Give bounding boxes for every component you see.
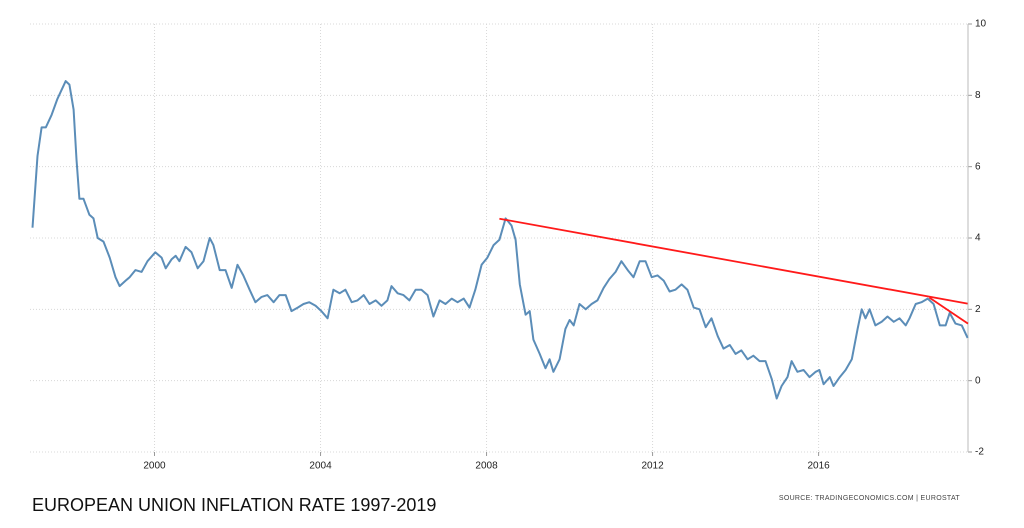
x-tick-label: 2008 [475,461,498,472]
y-tick-label: 4 [975,233,981,244]
line-series [31,80,969,400]
y-tick-label: 6 [975,161,981,172]
line-series [499,217,968,305]
y-tick-label: -2 [975,447,984,458]
source-note: SOURCE: TRADINGECONOMICS.COM | EUROSTAT [779,495,961,502]
x-tick-label: 2004 [309,461,332,472]
line-series [928,296,969,325]
y-tick-label: 8 [975,90,981,101]
chart-title: EUROPEAN UNION INFLATION RATE 1997-2019 [32,495,436,515]
x-tick-label: 2000 [143,461,166,472]
x-tick-label: 2016 [807,461,830,472]
y-tick-label: 2 [975,304,981,315]
x-tick-label: 2012 [641,461,664,472]
y-tick-label: 10 [975,19,987,30]
y-tick-label: 0 [975,375,981,386]
